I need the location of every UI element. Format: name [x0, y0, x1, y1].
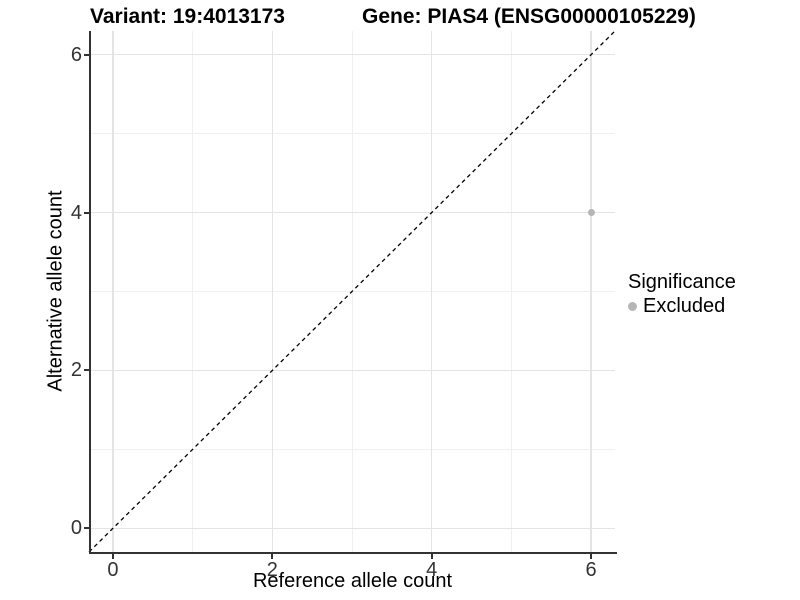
plot-title-variant: Variant: 19:4013173 [90, 5, 285, 28]
x-tick-mark [590, 554, 593, 559]
legend: Significance Excluded [628, 271, 736, 317]
x-tick-mark [111, 554, 114, 559]
grid-minor-horizontal [89, 448, 615, 450]
y-tick-label: 6 [70, 43, 82, 66]
plot-title-gene: Gene: PIAS4 (ENSG00000105229) [362, 5, 696, 28]
y-tick-mark [84, 53, 89, 56]
grid-major-vertical [590, 31, 592, 552]
grid-major-horizontal [89, 369, 615, 372]
grid-major-horizontal [89, 211, 615, 214]
identity-dashed-line [88, 30, 616, 553]
grid-minor-vertical [351, 31, 353, 552]
grid-minor-vertical [510, 31, 512, 552]
y-tick-label: 0 [70, 517, 82, 540]
x-axis-line [89, 552, 617, 554]
y-tick-mark [84, 527, 89, 530]
grid-major-horizontal [89, 53, 615, 56]
grid-minor-horizontal [89, 291, 615, 292]
x-tick-mark [430, 554, 433, 559]
y-axis-line [89, 31, 91, 554]
grid-major-horizontal [89, 527, 615, 529]
data-point [587, 209, 595, 217]
grid-major-vertical [430, 31, 433, 552]
grid-minor-vertical [192, 31, 194, 552]
legend-item-label: Excluded [643, 295, 726, 317]
legend-items: Excluded [628, 295, 736, 317]
x-tick-mark [271, 554, 274, 559]
legend-point-icon [628, 301, 637, 311]
legend-item: Excluded [628, 295, 736, 317]
y-tick-mark [84, 211, 89, 214]
y-axis-title: Alternative allele count [44, 190, 67, 392]
y-tick-mark [84, 369, 89, 372]
grid-major-vertical [271, 31, 273, 552]
x-axis-title: Reference allele count [252, 570, 452, 592]
grid-major-vertical [112, 31, 114, 552]
grid-minor-horizontal [89, 133, 615, 135]
legend-title: Significance [628, 271, 736, 293]
